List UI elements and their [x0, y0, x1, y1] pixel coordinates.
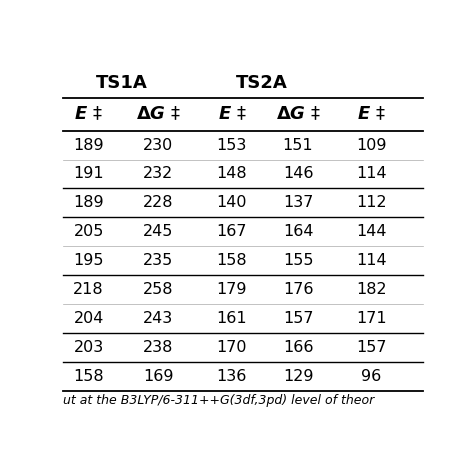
- Text: 109: 109: [356, 137, 387, 153]
- Text: 148: 148: [217, 166, 247, 182]
- Text: 164: 164: [283, 224, 313, 239]
- Text: 136: 136: [217, 369, 247, 384]
- Text: 230: 230: [143, 137, 173, 153]
- Text: 235: 235: [143, 253, 173, 268]
- Text: 153: 153: [217, 137, 247, 153]
- Text: 167: 167: [217, 224, 247, 239]
- Text: TS2A: TS2A: [236, 74, 287, 92]
- Text: 228: 228: [143, 195, 173, 210]
- Text: 157: 157: [356, 340, 387, 355]
- Text: 171: 171: [356, 311, 387, 326]
- Text: 243: 243: [143, 311, 173, 326]
- Text: $\bf\Delta\bfit{G}$ ‡: $\bf\Delta\bfit{G}$ ‡: [275, 105, 320, 123]
- Text: 137: 137: [283, 195, 313, 210]
- Text: 191: 191: [73, 166, 104, 182]
- Text: 155: 155: [283, 253, 313, 268]
- Text: 144: 144: [356, 224, 387, 239]
- Text: 96: 96: [361, 369, 382, 384]
- Text: 166: 166: [283, 340, 313, 355]
- Text: 176: 176: [283, 282, 313, 297]
- Text: 112: 112: [356, 195, 387, 210]
- Text: 114: 114: [356, 253, 387, 268]
- Text: $\bfit{E}$ ‡: $\bfit{E}$ ‡: [218, 105, 246, 123]
- Text: 158: 158: [217, 253, 247, 268]
- Text: 179: 179: [217, 282, 247, 297]
- Text: 129: 129: [283, 369, 313, 384]
- Text: 232: 232: [143, 166, 173, 182]
- Text: $\bfit{E}$ ‡: $\bfit{E}$ ‡: [357, 105, 386, 123]
- Text: 161: 161: [217, 311, 247, 326]
- Text: $\bf\Delta\bfit{G}$ ‡: $\bf\Delta\bfit{G}$ ‡: [136, 105, 181, 123]
- Text: 114: 114: [356, 166, 387, 182]
- Text: 140: 140: [217, 195, 247, 210]
- Text: 203: 203: [73, 340, 104, 355]
- Text: 204: 204: [73, 311, 104, 326]
- Text: 205: 205: [73, 224, 104, 239]
- Text: 245: 245: [143, 224, 173, 239]
- Text: 182: 182: [356, 282, 387, 297]
- Text: 189: 189: [73, 137, 104, 153]
- Text: 195: 195: [73, 253, 104, 268]
- Text: 189: 189: [73, 195, 104, 210]
- Text: ut at the B3LYP/6-311++G(3df,3pd) level of theor: ut at the B3LYP/6-311++G(3df,3pd) level …: [63, 394, 374, 407]
- Text: 151: 151: [283, 137, 313, 153]
- Text: 238: 238: [143, 340, 173, 355]
- Text: 170: 170: [217, 340, 247, 355]
- Text: 146: 146: [283, 166, 313, 182]
- Text: 169: 169: [143, 369, 173, 384]
- Text: $\bfit{E}$ ‡: $\bfit{E}$ ‡: [74, 105, 103, 123]
- Text: 218: 218: [73, 282, 104, 297]
- Text: 158: 158: [73, 369, 104, 384]
- Text: 157: 157: [283, 311, 313, 326]
- Text: 258: 258: [143, 282, 173, 297]
- Text: TS1A: TS1A: [96, 74, 147, 92]
